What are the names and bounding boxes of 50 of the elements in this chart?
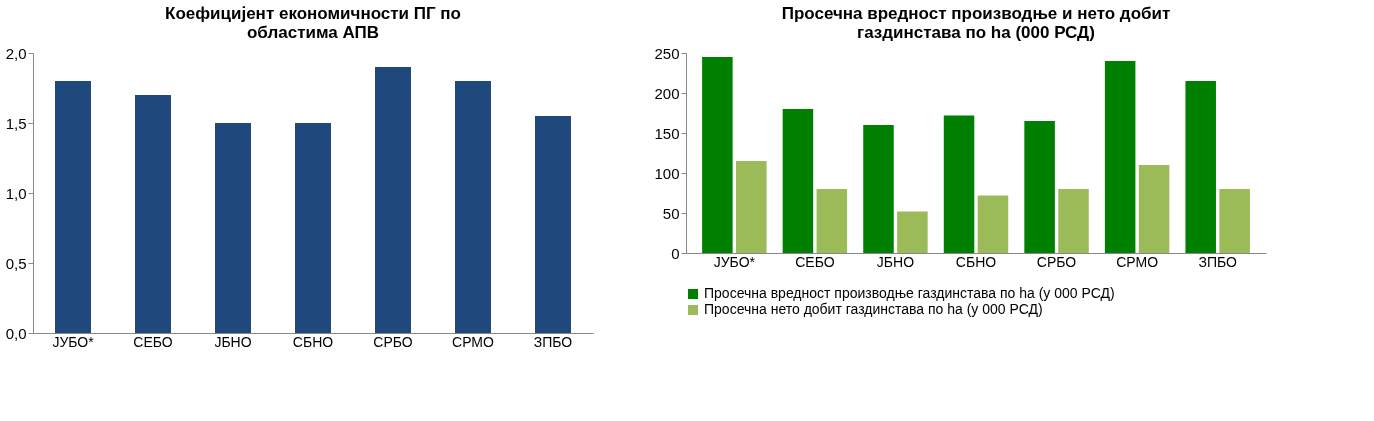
bar	[375, 67, 411, 333]
x-tick-label: СРМО	[1116, 253, 1159, 270]
bar	[736, 161, 767, 253]
y-tick-label: 1,0	[5, 184, 27, 202]
x-tick-label: ЈУБО*	[52, 333, 95, 350]
x-tick-label: ЈУБО*	[713, 253, 756, 270]
chart-title: Коефицијент економичности ПГ по областима АПВ	[165, 4, 461, 42]
bar	[977, 195, 1009, 253]
bar	[455, 81, 491, 333]
bar	[535, 116, 571, 333]
y-tick-label: 1,5	[5, 114, 27, 132]
chart-title: Просечна вредност производње и нето добит газдинстава по ha (000 РСД)	[781, 4, 1171, 42]
legend-label: Просечна вредност производње газдинстава по ha (у 000 РСД)	[704, 285, 1115, 301]
y-tick-label: 0	[671, 244, 680, 262]
bar	[782, 109, 814, 253]
x-tick-label: СРБО	[1036, 253, 1077, 270]
legend-label: Просечна нето добит газдинстава по ha (у 000 РСД)	[704, 301, 1043, 317]
bar	[702, 57, 733, 253]
y-tick-label: 0,5	[5, 254, 27, 272]
bar	[1024, 121, 1055, 253]
x-tick-label: СРБО	[373, 333, 413, 350]
y-tick-label: 100	[654, 164, 680, 182]
x-tick-label: СБНО	[292, 333, 334, 350]
bar	[863, 125, 894, 253]
x-tick-label: ЗПБО	[1198, 253, 1237, 270]
x-tick-label: СЕБО	[133, 333, 173, 350]
bar	[897, 211, 928, 253]
bar	[1185, 81, 1216, 253]
bar	[215, 123, 251, 333]
y-tick-label: 250	[654, 44, 680, 62]
y-tick-label: 50	[662, 204, 680, 222]
x-tick-label: СЕБО	[795, 253, 835, 270]
bar	[295, 123, 331, 333]
x-tick-label: СБНО	[955, 253, 997, 270]
x-tick-label: ЈБНО	[876, 253, 915, 270]
x-tick-label: ЈБНО	[214, 333, 252, 350]
x-tick-label: ЗПБО	[533, 333, 573, 350]
bar	[1058, 189, 1089, 253]
y-tick-label: 150	[654, 124, 680, 142]
bar	[816, 189, 848, 253]
y-tick-label: 0,0	[5, 324, 27, 342]
bar	[1138, 165, 1170, 253]
x-tick-label: СРМО	[452, 333, 495, 350]
bar	[135, 95, 171, 333]
bar	[943, 115, 975, 253]
y-tick-label: 2,0	[5, 44, 27, 62]
y-tick-label: 200	[654, 84, 680, 102]
bar	[1104, 61, 1136, 253]
bar	[1219, 189, 1250, 253]
bar	[55, 81, 91, 333]
